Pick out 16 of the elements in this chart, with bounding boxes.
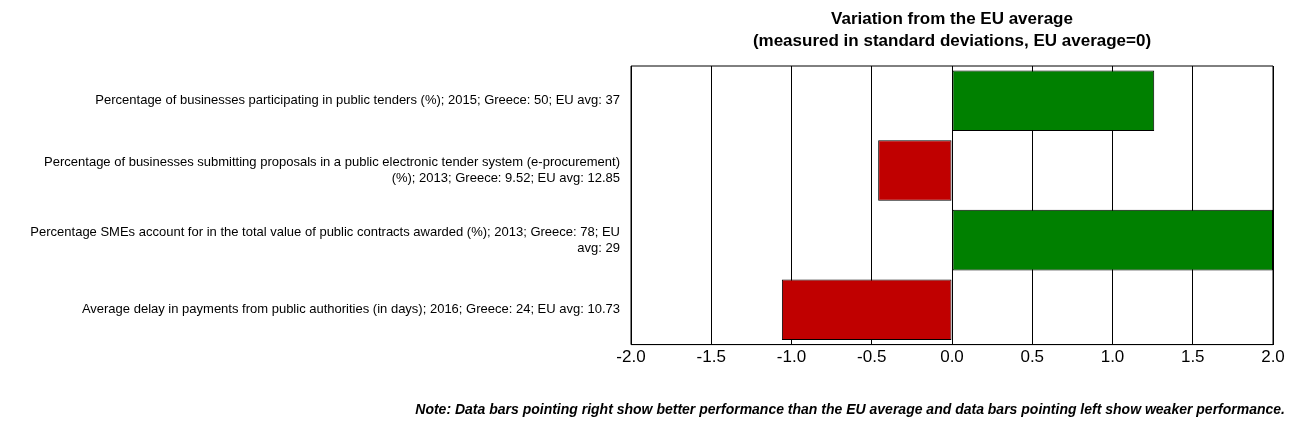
- x-tick-label: 1.0: [1100, 347, 1125, 367]
- x-tick-label: -2.0: [616, 347, 646, 367]
- x-tick-label: 2.0: [1261, 347, 1285, 367]
- x-tick-label: 0.0: [940, 347, 964, 367]
- y-tick-label: Percentage SMEs account for in the total value of public contracts awarded (%); 2013; Greece: 78; EU avg: 29: [30, 223, 620, 255]
- chart-subtitle: (measured in standard deviations, EU average=0): [752, 31, 1152, 50]
- y-tick-label: Percentage of businesses submitting proposals in a public electronic tender system (e-procurement) (%); 2013; Greece: 9.52; EU avg: 12.85: [44, 154, 620, 185]
- y-tick-label: Average delay in payments from public authorities (in days); 2016; Greece: 24; EU avg: 10.73: [81, 301, 620, 317]
- x-tick-label: 1.5: [1180, 347, 1205, 367]
- chart-title: Variation from the EU average: [831, 9, 1073, 28]
- x-tick-label: -0.5: [857, 347, 887, 367]
- y-tick-label: Percentage of businesses participating in public tenders (%); 2015; Greece: 50; EU avg: 37: [95, 92, 620, 108]
- x-tick-label: 0.5: [1020, 347, 1045, 367]
- text: Note: Data bars pointing right show better performance than the EU average and data bars pointing left show weaker performance.: [415, 401, 1285, 417]
- x-tick-label: -1.0: [776, 347, 807, 367]
- x-tick-label: -1.5: [696, 347, 726, 367]
